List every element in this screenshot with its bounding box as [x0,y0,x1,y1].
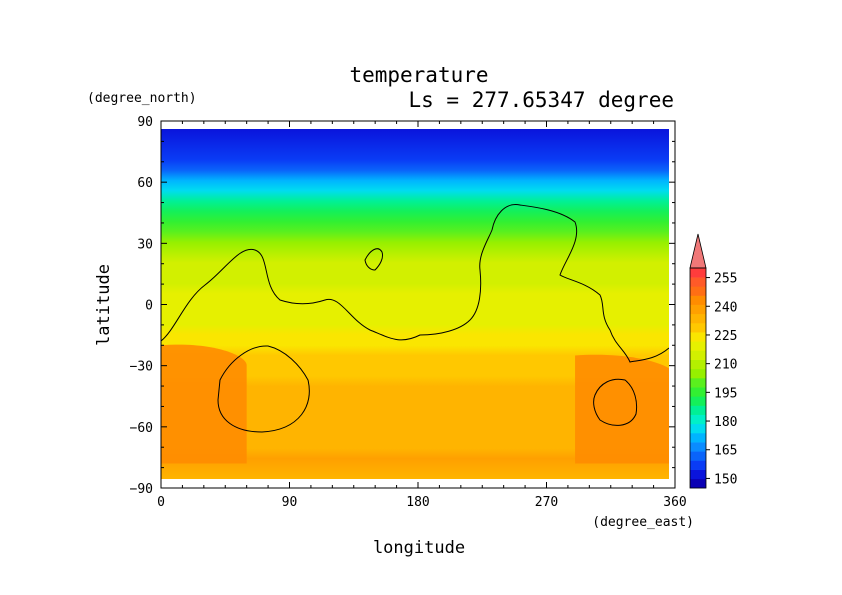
colorbar-swatch [690,359,706,370]
colorbar-frame [689,267,707,489]
colorbar-tick-label: 150 [714,472,737,487]
chart-title: temperature [349,63,488,87]
x-axis: 0 90 180 270 360 [157,121,687,510]
colorbar-swatch [690,368,706,379]
colorbar-swatch [690,387,706,397]
y-axis: 90 60 30 0 −30 −60 −90 [130,115,675,497]
colorbar-swatch [690,405,706,415]
contour-210-main [161,204,669,363]
colorbar-swatch [690,313,706,324]
x-tick-label: 90 [282,495,298,510]
y-tick-label: −60 [130,421,153,436]
colorbar-swatch [690,396,706,406]
colorbar-swatch [690,304,706,315]
warm-region-2 [575,354,669,464]
warm-region-1 [161,344,247,464]
x-axis-label: longitude [373,538,465,558]
x-tick-label: 180 [406,495,429,510]
x-tick-label: 360 [663,495,686,510]
colorbar-swatch [690,451,706,461]
contour-240-west [217,345,310,433]
y-tick-label: 30 [137,237,153,252]
colorbar-swatch [690,442,706,452]
colorbar-swatch [690,478,706,489]
x-tick-label: 0 [157,495,165,510]
x-units-label: (degree_east) [592,515,694,530]
colorbar-extend-triangle [689,233,707,269]
contour-210-island [364,248,383,271]
colorbar-swatch [690,423,706,434]
y-tick-label: 90 [137,115,153,130]
colorbar-tick-label: 255 [714,272,737,287]
colorbar-tick-label: 240 [714,300,737,315]
colorbar-swatch [690,460,706,470]
colorbar-swatch [690,323,706,333]
colorbar: 255 240 225 210 195 180 165 150 [689,233,737,489]
y-tick-label: −30 [130,360,153,375]
y-tick-label: 60 [137,176,153,191]
colorbar-swatch [690,378,706,388]
contour-240-east [593,378,638,426]
colorbar-swatch [690,332,706,342]
colorbar-swatch [690,268,706,278]
x-tick-label: 270 [535,495,558,510]
colorbar-swatch [690,469,706,480]
colorbar-swatch [690,350,706,360]
colorbar-tick-label: 180 [714,415,737,430]
colorbar-swatch [690,433,706,443]
y-axis-label: latitude [94,264,114,346]
colorbar-swatch [690,295,706,305]
colorbar-tick-label: 195 [714,386,737,401]
colorbar-tick-label: 225 [714,329,737,344]
colorbar-swatch [690,341,706,351]
warm-regions [161,344,669,464]
colorbar-swatch [690,286,706,296]
chart-subtitle: Ls = 277.65347 degree [408,88,674,112]
y-units-label: (degree_north) [87,91,197,106]
y-tick-label: 0 [145,299,153,314]
colorbar-tick-label: 210 [714,358,737,373]
colorbar-swatch [690,277,706,287]
colorbar-swatch [690,414,706,425]
colorbar-tick-label: 165 [714,444,737,459]
y-tick-label: −90 [130,482,153,497]
heatmap-field [161,129,669,479]
